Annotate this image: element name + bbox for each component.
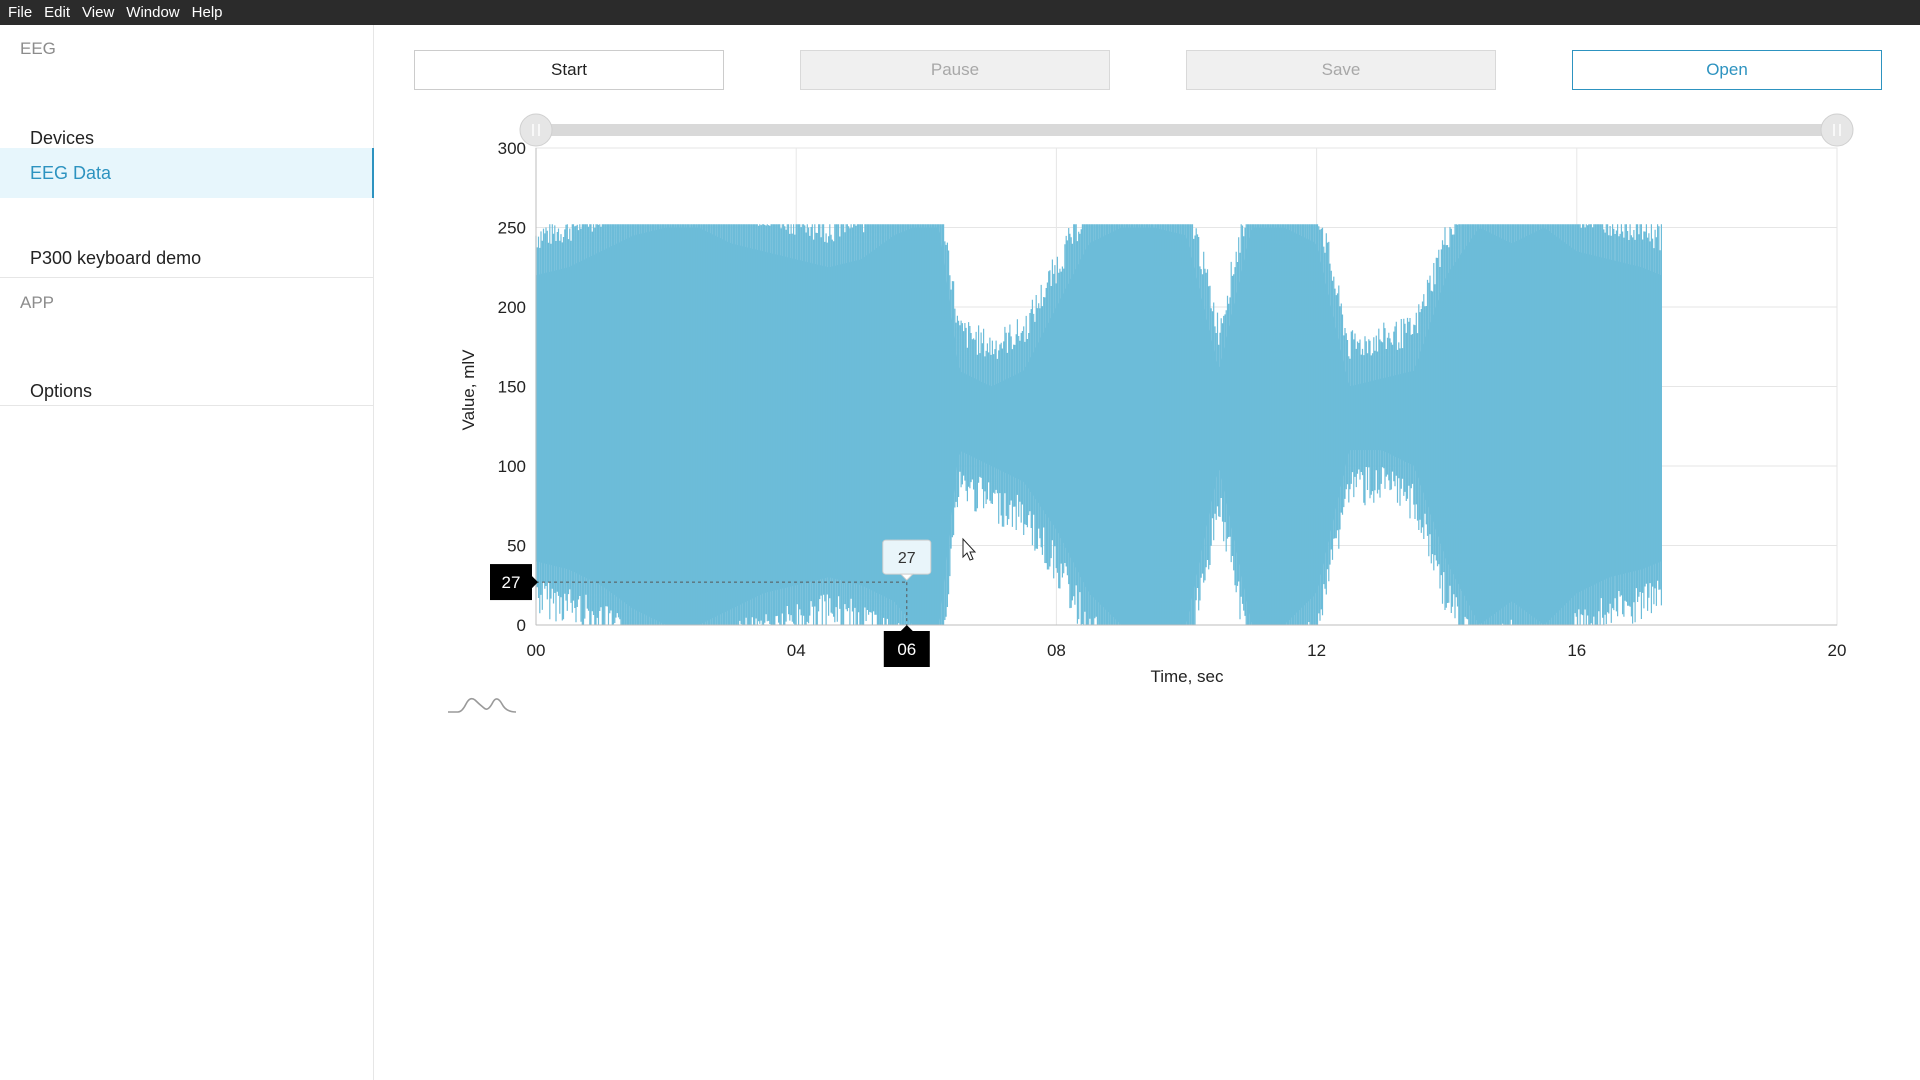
section-title-eeg: EEG <box>20 39 56 58</box>
y-tick-label: 300 <box>498 139 526 158</box>
x-axis-title: Time, sec <box>1150 667 1224 686</box>
mouse-cursor-icon <box>962 537 977 561</box>
x-tick-label: 20 <box>1828 641 1847 660</box>
eeg-chart: 0 50 100 150 200 250 300 00 04 08 12 16 20 Value, ml… <box>448 113 1854 713</box>
x-tick-label: 00 <box>527 641 546 660</box>
waveform-icon[interactable] <box>448 697 517 713</box>
y-tick-label: 50 <box>507 537 526 556</box>
x-tick-label: 16 <box>1567 641 1586 660</box>
section-divider <box>0 277 373 278</box>
y-tick-label: 100 <box>498 457 526 476</box>
menu-bar: File Edit View Window Help <box>0 0 1920 25</box>
save-button[interactable]: Save <box>1186 50 1496 90</box>
menu-edit[interactable]: Edit <box>44 4 71 21</box>
sidebar-item-devices[interactable]: Devices <box>30 127 95 148</box>
y-tick-label: 250 <box>498 219 526 238</box>
pause-button[interactable]: Pause <box>800 50 1110 90</box>
value-tooltip-label: 27 <box>898 550 916 567</box>
sidebar-item-p300-keyboard-demo[interactable]: P300 keyboard demo <box>30 247 202 268</box>
menu-help[interactable]: Help <box>191 4 223 21</box>
sidebar-item-options[interactable]: Options <box>30 380 93 401</box>
x-tick-label: 08 <box>1047 641 1066 660</box>
eeg-signal <box>535 224 1662 625</box>
value-tooltip: 27 <box>882 539 932 581</box>
x-value-marker-label: 06 <box>897 640 916 659</box>
y-value-marker: 27 <box>490 564 538 601</box>
sidebar-item-eeg-data[interactable]: EEG Data <box>0 148 374 198</box>
menu-file[interactable]: File <box>8 4 33 21</box>
x-value-marker: 06 <box>883 625 930 667</box>
crosshair: 27 06 27 <box>490 539 932 667</box>
y-tick-label: 200 <box>498 298 526 317</box>
open-button[interactable]: Open <box>1572 50 1882 90</box>
menu-window[interactable]: Window <box>126 4 180 21</box>
x-tick-label: 12 <box>1307 641 1326 660</box>
y-value-marker-label: 27 <box>502 573 521 592</box>
signal-oscillation <box>535 224 1662 625</box>
y-tick-label: 0 <box>517 616 526 635</box>
sidebar: EEG Devices EEG Data P300 keyboard demo … <box>0 25 374 1080</box>
slider-right-handle[interactable] <box>1820 113 1854 147</box>
start-button[interactable]: Start <box>414 50 724 90</box>
slider-left-handle[interactable] <box>519 113 553 147</box>
section-divider <box>0 405 373 406</box>
time-range-slider[interactable] <box>519 113 1854 147</box>
x-tick-label: 04 <box>787 641 806 660</box>
y-axis-title: Value, mlV <box>459 349 478 431</box>
chart-axes: 0 50 100 150 200 250 300 00 04 08 12 16 20 <box>498 139 1847 660</box>
section-title-app: APP <box>20 293 55 312</box>
y-tick-label: 150 <box>498 378 526 397</box>
slider-track <box>536 124 1844 136</box>
menu-view[interactable]: View <box>82 4 115 21</box>
